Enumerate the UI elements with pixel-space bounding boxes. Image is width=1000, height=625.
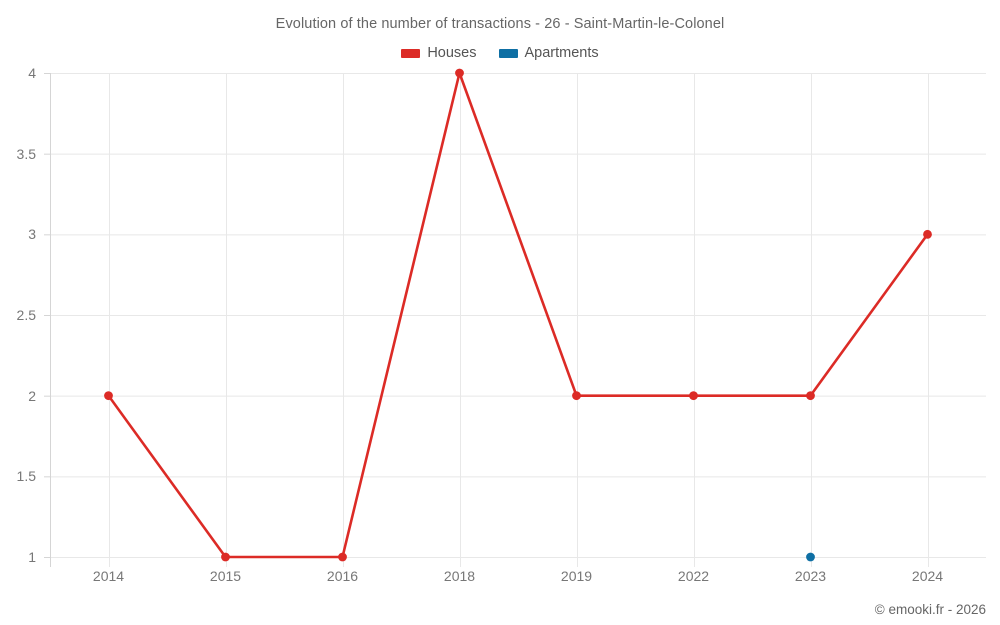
x-tick-label: 2015 [209, 568, 242, 584]
legend-swatch-houses [401, 48, 421, 58]
data-point-houses[interactable] [338, 552, 347, 562]
chart-title: Evolution of the number of transactions … [275, 16, 725, 32]
x-tick-label: 2023 [794, 568, 827, 584]
data-point-houses[interactable] [806, 391, 815, 401]
data-point-houses[interactable] [221, 552, 230, 562]
legend-label-apartments: Apartments [524, 45, 599, 61]
data-point-houses[interactable] [572, 391, 581, 401]
x-tick-label: 2019 [560, 568, 593, 584]
chart-legend: Houses Apartments [0, 45, 1000, 61]
series-line-houses [107, 71, 929, 559]
data-point-houses[interactable] [689, 391, 698, 401]
data-point-houses[interactable] [923, 229, 932, 239]
legend-item-houses[interactable]: Houses [401, 45, 477, 61]
data-point-houses[interactable] [455, 68, 464, 78]
x-tick-label: 2024 [911, 568, 944, 584]
data-point-houses[interactable] [104, 391, 113, 401]
y-tick-label: 3.5 [16, 145, 36, 162]
footer-copyright: © emooki.fr - 2026 [874, 602, 986, 617]
data-point-apartments[interactable] [806, 552, 815, 562]
x-tick-label: 2022 [677, 568, 710, 584]
y-tick-label: 3 [28, 226, 36, 243]
y-tick-label: 2 [28, 387, 36, 404]
y-tick-label: 1 [28, 549, 36, 565]
legend-label-houses: Houses [427, 45, 477, 61]
y-tick-label: 4 [28, 65, 36, 81]
legend-swatch-apartments [498, 48, 518, 58]
x-tick-label: 2014 [92, 568, 125, 584]
x-tick-label: 2018 [443, 568, 476, 584]
y-tick-label: 2.5 [16, 307, 36, 323]
legend-item-apartments[interactable]: Apartments [498, 45, 599, 61]
x-tick-label: 2016 [326, 568, 359, 584]
y-tick-label: 1.5 [16, 468, 36, 485]
